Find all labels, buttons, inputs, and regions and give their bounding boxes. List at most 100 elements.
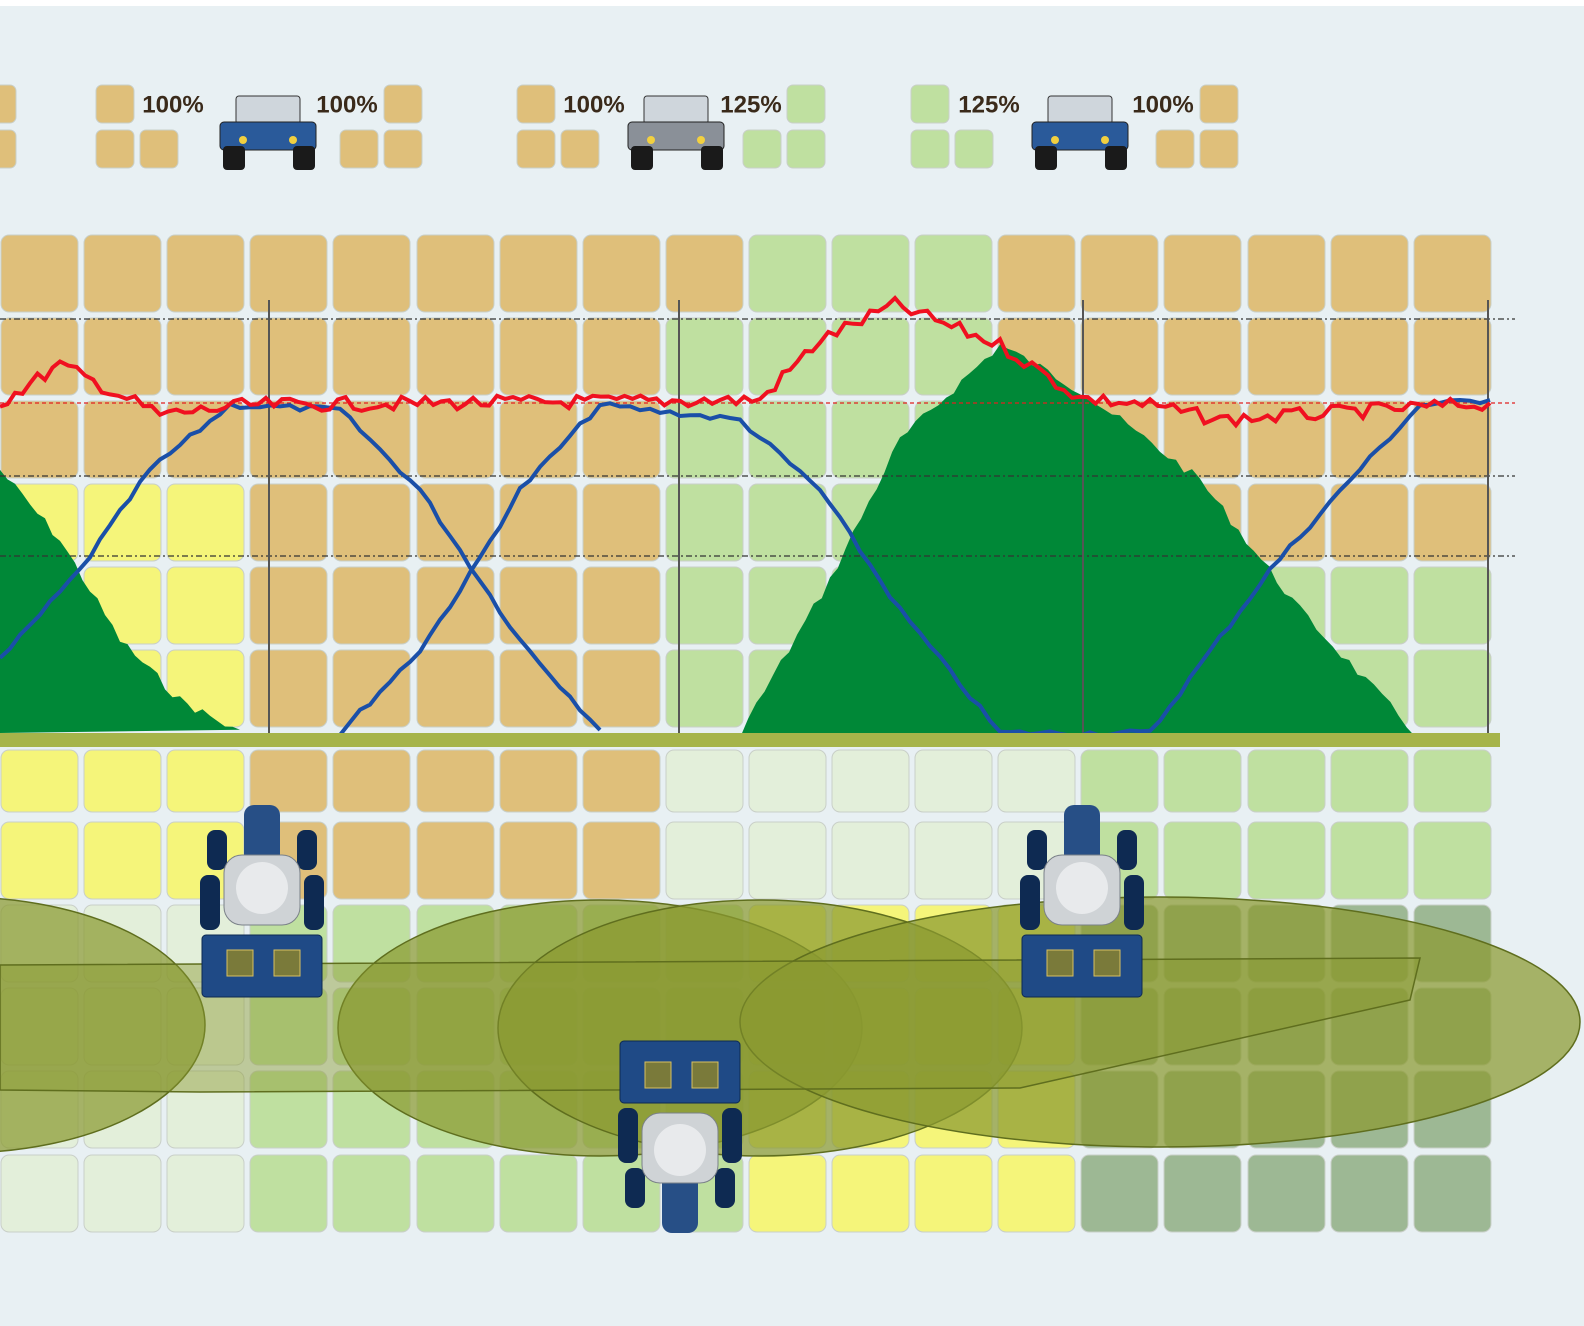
legend-swatch	[1199, 129, 1239, 169]
field-cell	[249, 649, 328, 728]
legend-swatch	[383, 84, 423, 124]
field-cell	[249, 1070, 328, 1149]
field-cell	[582, 821, 661, 900]
tractor	[618, 1040, 742, 1233]
hopper-slot	[226, 949, 254, 977]
field-cell	[499, 234, 578, 313]
field-cell	[1247, 317, 1326, 396]
field-cell	[0, 317, 79, 396]
field-cell	[0, 400, 79, 479]
field-cell	[1163, 400, 1242, 479]
field-cell	[582, 483, 661, 562]
hopper	[619, 1040, 741, 1104]
field-cell	[1330, 234, 1409, 313]
field-cell	[1163, 749, 1242, 813]
field-cell	[997, 749, 1076, 813]
field-cell	[416, 1154, 495, 1233]
wheel	[1020, 875, 1040, 930]
field-cell	[166, 749, 245, 813]
wheel	[1027, 830, 1047, 870]
field-cell	[332, 566, 411, 645]
field-cell	[332, 649, 411, 728]
field-cell	[831, 1154, 910, 1233]
field-cell	[1163, 234, 1242, 313]
hopper	[201, 934, 323, 998]
tractor	[200, 805, 324, 998]
field-cell	[748, 821, 827, 900]
wheel	[207, 830, 227, 870]
field-cell	[83, 749, 162, 813]
field-cell	[83, 234, 162, 313]
spread-curve	[0, 401, 602, 732]
field-cell	[1413, 649, 1492, 728]
field-cell	[1330, 400, 1409, 479]
field-cell	[416, 749, 495, 813]
field-cell	[665, 483, 744, 562]
field-cell	[1413, 566, 1492, 645]
field-cell	[83, 483, 162, 562]
hopper	[1021, 934, 1143, 998]
legend-swatch	[786, 84, 826, 124]
wheel	[701, 146, 723, 170]
hood	[1064, 805, 1100, 865]
field-cell	[416, 483, 495, 562]
wheel	[625, 1168, 645, 1208]
rate-label: 100%	[142, 91, 203, 118]
field-cell	[1330, 749, 1409, 813]
cab	[1047, 95, 1113, 125]
field-cell	[665, 749, 744, 813]
field-cell	[249, 400, 328, 479]
spreader	[236, 862, 288, 914]
wheel	[1105, 146, 1127, 170]
legend-swatch	[786, 129, 826, 169]
field-cell	[499, 566, 578, 645]
wheel	[631, 146, 653, 170]
field-cell	[748, 317, 827, 396]
total-curve	[0, 295, 1492, 429]
legend-swatch	[560, 129, 600, 169]
legend-swatch	[516, 129, 556, 169]
body	[1031, 121, 1129, 151]
field-cell	[914, 749, 993, 813]
cab	[643, 95, 709, 125]
field-cell	[499, 821, 578, 900]
wheel	[1124, 875, 1144, 930]
field-cell	[582, 317, 661, 396]
legend-swatch	[95, 129, 135, 169]
field-cell	[1413, 821, 1492, 900]
tractor-front	[1031, 95, 1129, 170]
field-cell	[499, 649, 578, 728]
field-cell	[416, 649, 495, 728]
light	[697, 136, 705, 144]
legend-swatch	[139, 129, 179, 169]
tractor-front	[219, 95, 317, 170]
light	[239, 136, 247, 144]
field-cell	[914, 821, 993, 900]
hopper-slot	[691, 1061, 719, 1089]
field-cell	[582, 566, 661, 645]
field-cell	[1330, 317, 1409, 396]
field-cell	[1080, 317, 1159, 396]
legend-swatch	[742, 129, 782, 169]
wheel	[223, 146, 245, 170]
field-cell	[748, 483, 827, 562]
ground-band	[0, 733, 1500, 747]
legend-swatch	[383, 129, 423, 169]
spray-lobe	[739, 896, 1581, 1148]
field-cell	[1247, 821, 1326, 900]
field-cell	[249, 234, 328, 313]
field-cell	[83, 400, 162, 479]
field-cell	[249, 1154, 328, 1233]
legend-swatch	[1155, 129, 1195, 169]
legend-swatch	[339, 129, 379, 169]
field-cell	[166, 483, 245, 562]
field-cell	[831, 317, 910, 396]
spreader	[654, 1124, 706, 1176]
field-cell	[665, 234, 744, 313]
field-cell	[166, 1070, 245, 1149]
field-cell	[332, 234, 411, 313]
field-cell	[83, 821, 162, 900]
field-cell	[1247, 1154, 1326, 1233]
field-cell	[0, 234, 79, 313]
field-cell	[1330, 821, 1409, 900]
